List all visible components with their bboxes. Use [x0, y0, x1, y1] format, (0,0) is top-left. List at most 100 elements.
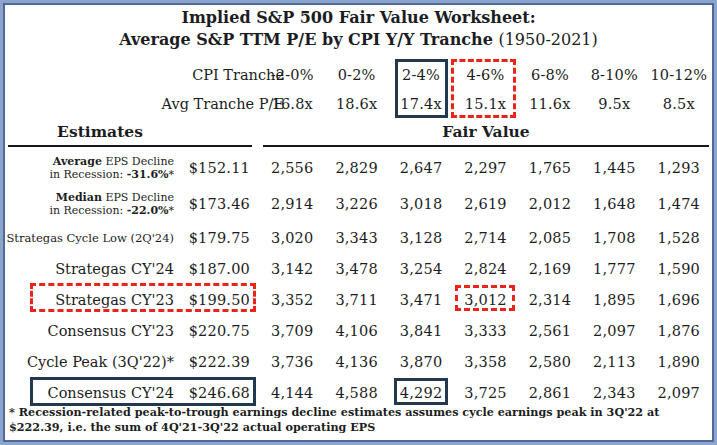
- eps-estimate: $220.75: [186, 323, 260, 339]
- fair-value-cell: 2,097: [647, 385, 711, 401]
- fair-value-cell: 2,561: [518, 323, 582, 339]
- cpi-tranche-label: CPI Tranche: [30, 67, 284, 83]
- fair-value-cell: 3,012: [453, 292, 517, 308]
- fair-value-cell: 1,648: [582, 196, 646, 212]
- pe-value-cell: 18.6x: [324, 96, 388, 112]
- table-row: Strategas Cycle Low (2Q'24)$179.753,0203…: [6, 222, 711, 253]
- fair-value-cell: 1,696: [647, 292, 711, 308]
- fair-value-cell: 3,020: [260, 230, 324, 246]
- footnote: * Recession-related peak-to-trough earni…: [9, 405, 707, 435]
- fair-value-cell: 1,708: [582, 230, 646, 246]
- eps-estimate: $173.46: [186, 196, 260, 212]
- row-label: Median EPS Declinein Recession: -22.0%*: [6, 191, 186, 218]
- fair-value-cell: 2,556: [260, 160, 324, 176]
- eps-estimate: $199.50: [186, 292, 260, 308]
- fair-value-cell: 1,765: [518, 160, 582, 176]
- fair-value-cell: 3,725: [453, 385, 517, 401]
- table-row: Consensus CY'24$246.684,1444,5884,2923,7…: [6, 377, 711, 408]
- title-line2-main: Average S&P TTM P/E by CPI Y/Y Tranche: [119, 30, 493, 49]
- pe-value-cell: 17.4x: [389, 96, 453, 112]
- eps-estimate: $152.11: [186, 160, 260, 176]
- fair-value-cell: 1,876: [647, 323, 711, 339]
- fair-value-cell: 3,478: [324, 261, 388, 277]
- worksheet-title: Implied S&P 500 Fair Value Worksheet: Av…: [0, 7, 717, 51]
- fair-value-cell: 2,829: [324, 160, 388, 176]
- fair-value-cell: 3,254: [389, 261, 453, 277]
- tranche-header-cell: 10-12%: [647, 67, 711, 83]
- fair-value-cell: 1,777: [582, 261, 646, 277]
- table-row: Strategas CY'23$199.503,3523,7113,4713,0…: [6, 284, 711, 315]
- tranche-header-cell: 4-6%: [453, 67, 517, 83]
- fair-value-cell: 2,824: [453, 261, 517, 277]
- fair-value-cell: 3,471: [389, 292, 453, 308]
- tranche-header-cell: 0-2%: [324, 67, 388, 83]
- fair-value-cell: 2,297: [453, 160, 517, 176]
- pe-value-cell: 15.1x: [453, 96, 517, 112]
- fair-value-cell: 2,169: [518, 261, 582, 277]
- fair-value-cell: 1,445: [582, 160, 646, 176]
- fair-value-cell: 2,619: [453, 196, 517, 212]
- eps-estimate: $222.39: [186, 354, 260, 370]
- row-label: Consensus CY'24: [6, 385, 186, 401]
- fair-value-cell: 3,711: [324, 292, 388, 308]
- fair-value-cell: 1,895: [582, 292, 646, 308]
- avg-tranche-pe-row: Avg Tranche P/E 16.8x18.6x17.4x15.1x11.6…: [6, 90, 711, 118]
- table-row: Median EPS Declinein Recession: -22.0%*$…: [6, 186, 711, 222]
- pe-value-cell: 11.6x: [518, 96, 582, 112]
- fair-value-cell: 3,352: [260, 292, 324, 308]
- fair-value-cell: 2,085: [518, 230, 582, 246]
- fair-value-cell: 3,343: [324, 230, 388, 246]
- row-label: Average EPS Declinein Recession: -31.6%*: [6, 155, 186, 182]
- fair-value-cell: 2,314: [518, 292, 582, 308]
- data-rows: Average EPS Declinein Recession: -31.6%*…: [6, 150, 711, 408]
- fair-value-cell: 4,136: [324, 354, 388, 370]
- row-label: Cycle Peak (3Q'22)*: [6, 354, 186, 370]
- fair-value-cell: 2,097: [582, 323, 646, 339]
- fair-value-cell: 4,588: [324, 385, 388, 401]
- fair-value-cell: 1,474: [647, 196, 711, 212]
- table-row: Cycle Peak (3Q'22)*$222.393,7364,1363,87…: [6, 346, 711, 377]
- eps-estimate: $179.75: [186, 230, 260, 246]
- fair-value-cell: 4,292: [389, 385, 453, 401]
- row-label: Strategas Cycle Low (2Q'24): [6, 231, 186, 245]
- fair-value-cell: 1,528: [647, 230, 711, 246]
- fair-value-cell: 3,226: [324, 196, 388, 212]
- cpi-tranche-row: CPI Tranche -2-0%0-2%2-4%4-6%6-8%8-10%10…: [6, 61, 711, 89]
- fair-value-cell: 2,714: [453, 230, 517, 246]
- fair-value-cell: 2,914: [260, 196, 324, 212]
- fair-value-cell: 4,106: [324, 323, 388, 339]
- fair-value-cell: 2,580: [518, 354, 582, 370]
- row-label: Strategas CY'24: [6, 261, 186, 277]
- table-row: Consensus CY'23$220.753,7094,1063,8413,3…: [6, 315, 711, 346]
- title-period: (1950-2021): [498, 30, 597, 49]
- fair-value-cell: 3,736: [260, 354, 324, 370]
- table-row: Average EPS Declinein Recession: -31.6%*…: [6, 150, 711, 186]
- title-line2: Average S&P TTM P/E by CPI Y/Y Tranche (…: [0, 29, 717, 51]
- fair-value-cell: 4,144: [260, 385, 324, 401]
- fair-value-cell: 1,590: [647, 261, 711, 277]
- fair-value-cell: 2,343: [582, 385, 646, 401]
- pe-value-cell: 9.5x: [582, 96, 646, 112]
- fair-value-cell: 1,293: [647, 160, 711, 176]
- fair-value-cell: 3,333: [453, 323, 517, 339]
- fair-value-cell: 2,113: [582, 354, 646, 370]
- fair-value-cell: 2,012: [518, 196, 582, 212]
- eps-estimate: $246.68: [186, 385, 260, 401]
- fair-value-cell: 3,018: [389, 196, 453, 212]
- tranche-header-cell: 2-4%: [389, 67, 453, 83]
- title-line1: Implied S&P 500 Fair Value Worksheet:: [0, 7, 717, 29]
- tranche-header-cell: 8-10%: [582, 67, 646, 83]
- row-label: Consensus CY'23: [6, 323, 186, 339]
- fair-value-cell: 1,890: [647, 354, 711, 370]
- fair-value-cell: 3,841: [389, 323, 453, 339]
- fair-value-cell: 3,709: [260, 323, 324, 339]
- tranche-header-cell: 6-8%: [518, 67, 582, 83]
- fair-value-cell: 3,358: [453, 354, 517, 370]
- fair-value-cell: 2,861: [518, 385, 582, 401]
- fair-value-cell: 2,647: [389, 160, 453, 176]
- row-label: Strategas CY'23: [6, 292, 186, 308]
- fair-value-cell: 3,128: [389, 230, 453, 246]
- fair-value-cell: 3,870: [389, 354, 453, 370]
- eps-estimate: $187.00: [186, 261, 260, 277]
- avg-tranche-pe-label: Avg Tranche P/E: [30, 96, 284, 112]
